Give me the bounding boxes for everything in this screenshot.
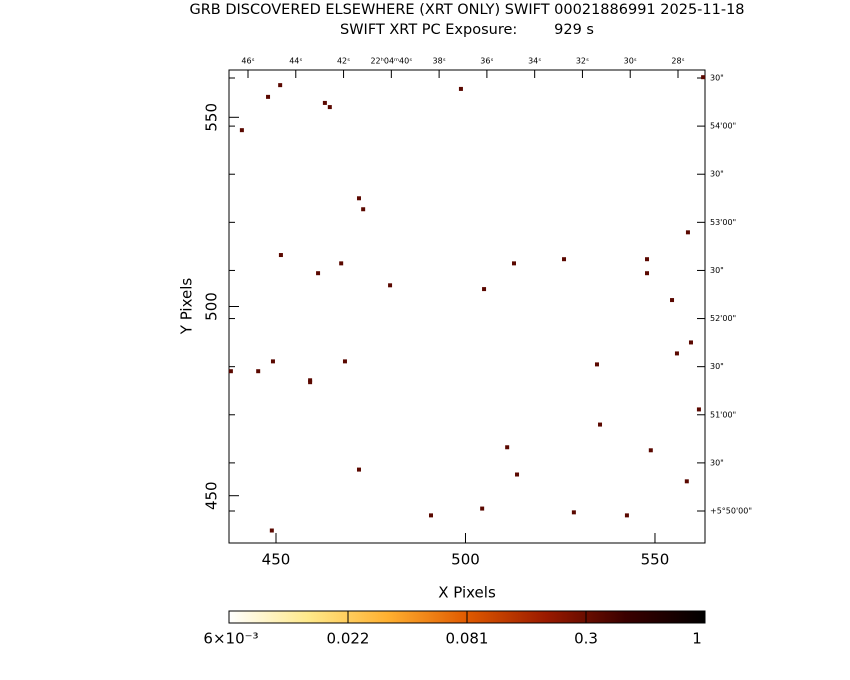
source-pixel: [458, 86, 463, 91]
source-pixel: [316, 271, 321, 276]
plot-frame: [228, 69, 706, 544]
source-pixel: [339, 261, 344, 266]
source-pixel: [670, 298, 675, 303]
source-pixel: [684, 479, 689, 484]
source-pixel: [701, 75, 706, 80]
source-pixel: [228, 369, 233, 374]
top-axis-label: 44ˢ: [289, 57, 302, 66]
right-axis-label: +5°50'00": [710, 507, 752, 516]
top-axis-label: 42ˢ: [337, 57, 350, 66]
top-axis-label: 28ˢ: [671, 57, 684, 66]
source-pixel: [624, 513, 629, 518]
x-axis-label: X Pixels: [438, 584, 496, 602]
colorbar-label: 0.3: [574, 630, 598, 648]
source-pixel: [515, 472, 520, 477]
chart-title: GRB DISCOVERED ELSEWHERE (XRT ONLY) SWIF…: [189, 2, 744, 18]
right-axis-label: 52'00": [710, 314, 736, 323]
source-pixel: [270, 359, 275, 364]
source-pixel: [645, 271, 650, 276]
right-axis-label: 30": [710, 458, 724, 467]
source-pixel: [571, 510, 576, 515]
source-pixel: [266, 94, 271, 99]
source-pixel: [688, 340, 693, 345]
right-axis-label: 30": [710, 362, 724, 371]
right-axis-label: 54'00": [710, 122, 736, 131]
source-pixel: [356, 196, 361, 201]
x-tick-label: 450: [262, 551, 291, 569]
right-axis-label: 30": [710, 266, 724, 275]
source-pixel: [361, 207, 366, 212]
source-pixel: [511, 261, 516, 266]
x-tick-label: 500: [451, 551, 480, 569]
source-pixel: [505, 445, 510, 450]
colorbar-label: 1: [692, 630, 702, 648]
top-axis-label: 36ˢ: [480, 57, 493, 66]
source-pixel: [598, 422, 603, 427]
source-pixel: [594, 362, 599, 367]
colorbar-label: 0.081: [446, 630, 489, 648]
chart-subtitle: SWIFT XRT PC Exposure: 929 s: [340, 22, 594, 38]
source-pixel: [342, 359, 347, 364]
x-tick-label: 550: [641, 551, 670, 569]
source-pixel: [648, 448, 653, 453]
y-tick-label: 550: [203, 103, 221, 132]
source-pixel: [674, 351, 679, 356]
source-pixel: [256, 369, 261, 374]
source-pixel: [388, 283, 393, 288]
source-pixel: [482, 287, 487, 292]
source-pixel: [562, 257, 567, 262]
right-axis-label: 53'00": [710, 218, 736, 227]
top-axis-label: 38ˢ: [433, 57, 446, 66]
source-pixel: [356, 467, 361, 472]
source-pixel: [239, 128, 244, 133]
top-axis-label: 34ˢ: [528, 57, 541, 66]
source-pixel: [327, 105, 332, 110]
source-pixel: [278, 253, 283, 258]
top-axis-label: 22ʰ04ᵐ40ˢ: [370, 57, 412, 66]
source-pixel: [685, 230, 690, 235]
source-pixel: [696, 407, 701, 412]
colorbar-label: 6×10⁻³: [203, 630, 258, 648]
y-axis-label: Y Pixels: [178, 278, 196, 336]
source-pixel: [322, 100, 327, 105]
source-pixel: [480, 506, 485, 511]
source-pixel: [428, 513, 433, 518]
top-axis-label: 30ˢ: [624, 57, 637, 66]
right-axis-label: 30": [710, 74, 724, 83]
source-pixel: [308, 380, 313, 385]
top-axis-label: 46ˢ: [241, 57, 254, 66]
source-pixel: [645, 257, 650, 262]
source-pixel: [269, 528, 274, 533]
right-axis-label: 51'00": [710, 410, 736, 419]
right-axis-label: 30": [710, 170, 724, 179]
source-pixel: [278, 83, 283, 88]
y-tick-label: 450: [203, 481, 221, 510]
y-tick-label: 500: [203, 292, 221, 321]
top-axis-label: 32ˢ: [576, 57, 589, 66]
colorbar-label: 0.022: [327, 630, 370, 648]
